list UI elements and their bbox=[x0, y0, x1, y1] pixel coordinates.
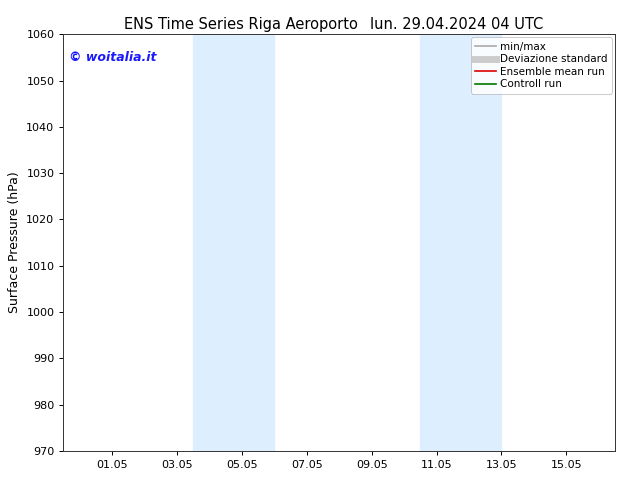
Text: lun. 29.04.2024 04 UTC: lun. 29.04.2024 04 UTC bbox=[370, 17, 543, 32]
Text: ENS Time Series Riga Aeroporto: ENS Time Series Riga Aeroporto bbox=[124, 17, 358, 32]
Bar bbox=[420, 34, 501, 451]
Legend: min/max, Deviazione standard, Ensemble mean run, Controll run: min/max, Deviazione standard, Ensemble m… bbox=[471, 37, 612, 94]
Bar bbox=[193, 34, 275, 451]
Text: © woitalia.it: © woitalia.it bbox=[69, 51, 157, 64]
Y-axis label: Surface Pressure (hPa): Surface Pressure (hPa) bbox=[8, 172, 21, 314]
